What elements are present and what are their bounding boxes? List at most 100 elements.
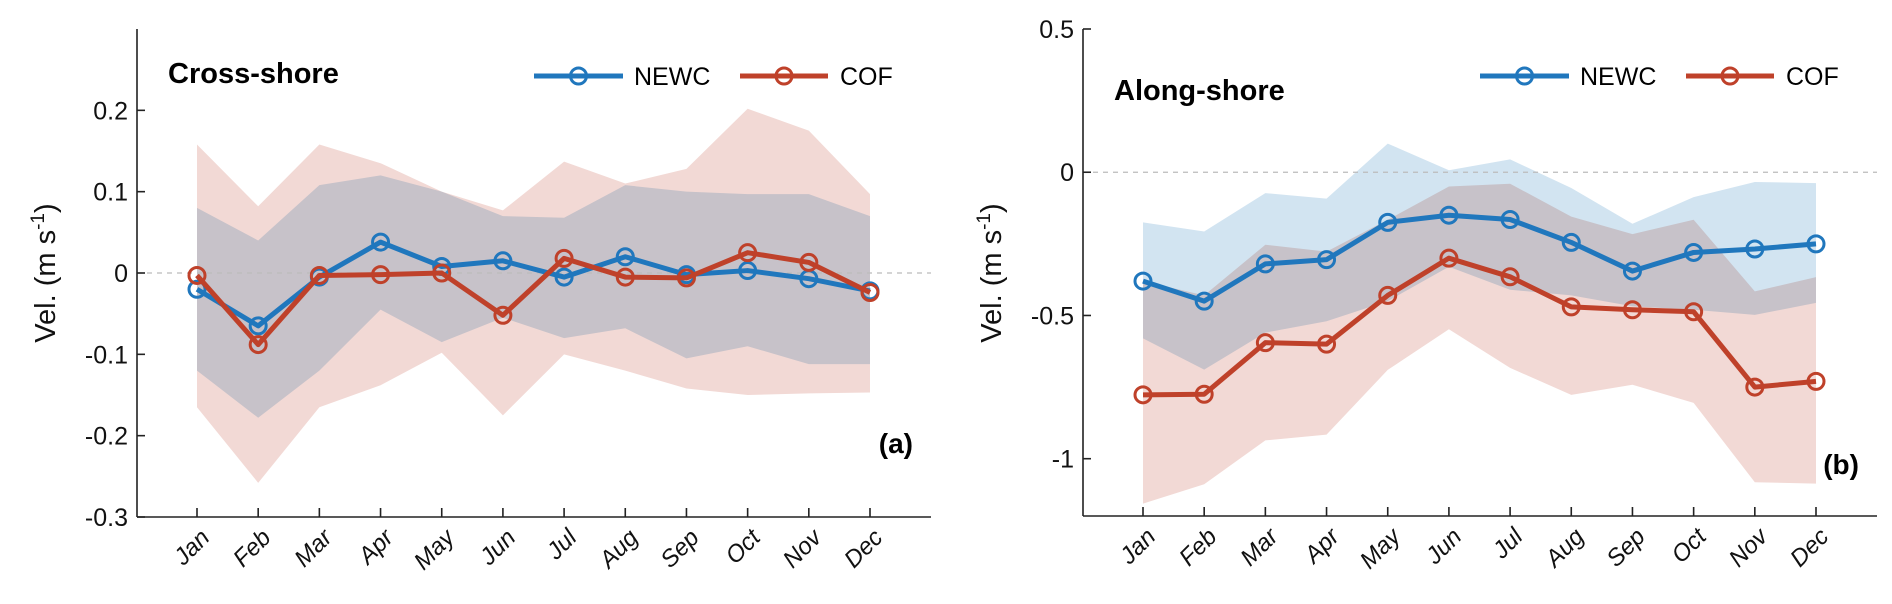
marker-cof-dec [860,283,880,303]
marker-cof-dec [1806,371,1826,391]
marker-cof-feb [1194,384,1214,404]
y-tick-label: 0.5 [1039,16,1074,44]
marker-newc-nov [1745,239,1765,259]
legend-label-cof: COF [840,63,893,91]
marker-cof-sep [676,268,696,288]
legend: NEWC COF [534,63,893,91]
legend: NEWC COF [1480,63,1839,91]
marker-cof-mar [1255,333,1275,353]
band-cof [197,108,870,483]
marker-cof-mar [309,265,329,285]
y-tick-label: 0 [114,260,128,288]
panel-tag: (b) [1823,449,1859,480]
panel-a-cross-shore: 0.2 0.1 0 -0.1 -0.2 -0.3 Jan Feb Mar Apr May Jun Jul… [28,29,931,575]
marker-cof-sep [1622,300,1642,320]
x-tick-label-sep: Sep [1601,523,1650,572]
y-tick-label: 0.2 [93,97,128,125]
x-tick-label-may: May [1355,522,1408,575]
marker-cof-jan [1133,385,1153,405]
x-tick-label-nov: Nov [1724,522,1775,573]
x-tick-label-oct: Oct [1666,522,1712,568]
y-axis-label-superscript: -1 [974,213,995,230]
series-lines [1133,205,1826,405]
marker-newc-jul [1500,210,1520,230]
x-tick-label-may: May [409,523,462,576]
marker-newc-apr [1317,250,1337,270]
legend-marker-newc [1515,66,1534,86]
line-cof [1142,255,1817,398]
x-tick-label-aug: Aug [1539,523,1590,574]
y-axis-label: Vel. (m s-1) [28,203,62,342]
marker-newc-jun [1439,205,1459,225]
marker-cof-may [432,263,452,283]
x-tick-label-jul: Jul [1487,523,1529,565]
panel-title: Cross-shore [168,58,339,90]
marker-cof-aug [615,267,635,287]
confidence-bands [197,108,870,483]
y-tick-label: 0 [1060,159,1074,187]
series-lines [187,232,880,355]
y-tick-label: -0.3 [85,504,128,532]
x-tick-label-mar: Mar [289,523,338,572]
marker-newc-jul [554,267,574,287]
x-tick-label-mar: Mar [1235,522,1284,571]
panel-b-along-shore: 0.5 0 -0.5 -1 Jan Feb Mar Apr May Jun Jul Aug Sep Oct… [974,16,1877,574]
marker-newc-feb [248,316,268,336]
marker-newc-aug [1561,232,1581,252]
y-tick-label: -1 [1052,446,1074,474]
x-tick-label-feb: Feb [1174,523,1222,571]
marker-cof-nov [799,252,819,272]
marker-cof-aug [1561,297,1581,317]
panel-tag: (a) [879,428,913,459]
legend-marker-cof [1720,66,1740,86]
band-cof [1143,183,1816,504]
y-tick-label: -0.1 [85,341,128,369]
x-tick-label-oct: Oct [720,523,766,569]
x-tick-label-jan: Jan [1114,523,1161,570]
legend-label-cof: COF [1786,63,1839,91]
marker-newc-oct [1684,242,1704,262]
y-tick-label: -0.5 [1031,302,1074,330]
marker-newc-feb [1194,291,1214,311]
x-tick-label-jun: Jun [1420,523,1467,570]
x-tick-label-feb: Feb [228,524,276,572]
marker-cof-jan [187,265,207,285]
line-newc [1142,212,1817,304]
marker-cof-jun [493,305,513,325]
marker-newc-jun [493,251,513,271]
marker-cof-oct [1684,302,1704,322]
marker-newc-apr [371,232,391,252]
x-tick-label-dec: Dec [839,524,888,573]
marker-cof-jul [554,248,574,268]
y-axis-label-main: Vel. (m s [30,230,62,343]
confidence-bands [1143,143,1816,504]
marker-newc-may [1378,212,1398,232]
legend-marker-cof [774,66,794,86]
marker-cof-may [1378,285,1398,305]
marker-cof-feb [248,335,268,355]
x-tick-label-apr: Apr [352,523,400,571]
x-tick-label-dec: Dec [1785,523,1834,572]
y-axis-label-superscript: -1 [28,213,49,230]
marker-newc-dec [1806,234,1826,254]
marker-newc-oct [738,261,758,281]
legend-marker-newc [569,66,588,86]
marker-cof-apr [371,265,391,285]
marker-newc-jan [1133,271,1153,291]
y-axis-label-main: Vel. (m s [976,230,1008,343]
line-cof [195,250,872,348]
x-tick-label-nov: Nov [778,523,829,574]
marker-cof-apr [1317,334,1337,354]
marker-newc-mar [1255,254,1275,274]
marker-newc-aug [615,247,635,267]
legend-label-newc: NEWC [1580,63,1656,91]
marker-cof-nov [1745,377,1765,397]
x-tick-label-sep: Sep [655,524,704,573]
marker-cof-jul [1500,267,1520,287]
y-tick-label: 0.1 [93,179,128,207]
x-tick-label-aug: Aug [593,524,644,575]
marker-newc-jan [187,279,207,299]
panel-title: Along-shore [1114,75,1285,107]
legend-label-newc: NEWC [634,63,710,91]
